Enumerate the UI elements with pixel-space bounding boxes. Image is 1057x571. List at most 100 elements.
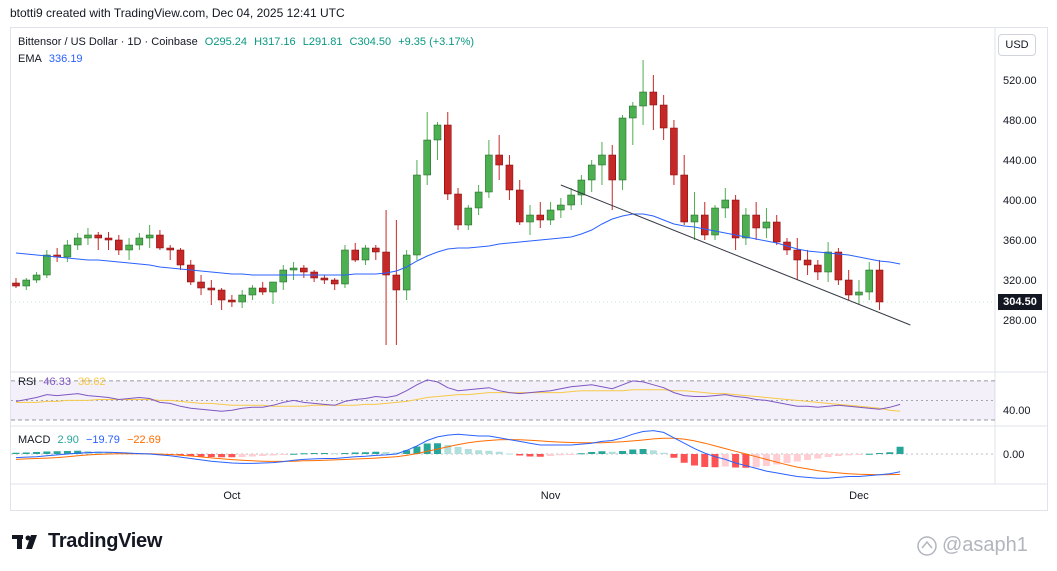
rsi-value: 46.33: [43, 376, 71, 388]
candle-up: [526, 214, 534, 223]
candle-up: [413, 174, 421, 256]
macd-signal-line: [15, 437, 901, 476]
macd-histogram-bar: [269, 454, 277, 456]
macd-histogram-bar: [886, 452, 894, 454]
candle-up: [433, 124, 442, 141]
candle-up: [762, 221, 771, 229]
candle-down: [156, 234, 164, 249]
macd-histogram-bar: [382, 452, 390, 454]
ema-label: EMA: [18, 53, 42, 65]
price-tick-label: 520.00: [1003, 75, 1037, 87]
macd-legend: MACD 2.90 −19.79 −22.69: [18, 434, 165, 446]
candle-up: [742, 214, 750, 239]
candle-up: [279, 269, 288, 283]
candle-up: [145, 234, 154, 239]
ema-legend: EMA 336.19: [18, 53, 87, 65]
macd-histogram-bar: [475, 450, 483, 454]
watermark-text: @asaph1: [942, 534, 1028, 556]
macd-histogram-bar: [392, 452, 400, 454]
rsi-line: [15, 379, 901, 412]
macd-histogram-bar: [577, 453, 585, 455]
macd-histogram-bar: [320, 453, 328, 454]
price-tick-label: 440.00: [1003, 155, 1037, 167]
candle-down: [803, 259, 812, 266]
candle-up: [135, 237, 144, 246]
candle-down: [382, 251, 390, 276]
macd-histogram-bar: [865, 453, 873, 455]
candle-up: [711, 207, 719, 236]
candle-up: [63, 244, 72, 258]
currency-button[interactable]: USD: [998, 34, 1036, 56]
macd-histogram-bar: [94, 451, 102, 454]
macd-histogram-bar: [783, 454, 791, 463]
candle-down: [444, 124, 452, 195]
candle-down: [659, 104, 668, 129]
watermark: @asaph1: [916, 534, 1028, 557]
time-tick-label: Oct: [223, 490, 240, 502]
macd-histogram-bar: [300, 453, 308, 455]
candle-down: [752, 214, 760, 229]
macd-histogram-bar: [814, 454, 822, 459]
macd-histogram-bar: [773, 454, 781, 465]
price-tick-label: 480.00: [1003, 115, 1037, 127]
candle-down: [649, 91, 658, 106]
macd-histogram-bar: [372, 451, 380, 454]
macd-histogram-bar: [74, 450, 82, 454]
macd-histogram-bar: [649, 450, 657, 454]
candle-down: [701, 214, 709, 236]
candle-up: [289, 267, 298, 271]
candle-up: [361, 247, 370, 261]
watermark-icon: [917, 535, 937, 556]
rsi-ma-line: [16, 389, 901, 412]
low-value: L291.81: [302, 36, 343, 48]
candle-up: [639, 91, 647, 107]
macd-histogram-bar: [43, 451, 51, 454]
tradingview-logo-icon: [12, 534, 37, 549]
candle-up: [598, 154, 606, 166]
trendline: [560, 184, 911, 326]
macd-histogram-bar: [454, 447, 462, 454]
candle-down: [12, 282, 20, 287]
candle-down: [372, 247, 380, 253]
macd-pane: [11, 430, 995, 479]
macd-histogram-bar: [362, 452, 370, 454]
candle-up: [423, 139, 431, 176]
candle-down: [320, 277, 329, 281]
candle-down: [104, 237, 113, 241]
macd-histogram-bar: [495, 451, 503, 454]
candle-up: [824, 251, 832, 273]
candle-up: [577, 179, 586, 196]
candle-down: [176, 249, 185, 266]
candle-up: [690, 214, 699, 223]
macd-histogram-bar: [176, 454, 184, 456]
symbol-legend: Bittensor / US Dollar · 1D · Coinbase O2…: [18, 36, 478, 48]
candle-down: [731, 199, 740, 239]
macd-histogram-bar: [516, 454, 524, 456]
price-tick-label: 400.00: [1003, 195, 1037, 207]
chart-frame[interactable]: [10, 27, 1048, 511]
candle-up: [238, 294, 246, 303]
rsi-label: RSI: [18, 376, 37, 388]
macd-histogram-bar: [711, 454, 719, 468]
candle-down: [300, 267, 308, 273]
candle-up: [485, 154, 493, 193]
candle-down: [351, 249, 359, 261]
candle-up: [546, 209, 555, 221]
macd-histogram-bar: [207, 454, 215, 457]
macd-histogram-bar: [804, 454, 812, 460]
candle-down: [515, 189, 524, 223]
candle-down: [844, 279, 853, 296]
time-tick-label: Dec: [849, 490, 869, 502]
time-tick-label: Nov: [541, 490, 561, 502]
macd-histogram-bar: [752, 454, 760, 468]
macd-histogram-bar: [248, 454, 256, 457]
axis-layer: 280.00 320.00 360.00 400.00 440.00 480.00 520.…: [223, 75, 1036, 502]
candle-up: [618, 117, 627, 181]
open-value: O295.24: [204, 36, 247, 48]
tradingview-logo[interactable]: TradingView: [12, 530, 162, 553]
candle-up: [125, 244, 133, 251]
macd-histogram-bar: [690, 454, 698, 466]
candle-down: [814, 264, 822, 273]
macd-histogram-bar: [485, 450, 493, 454]
